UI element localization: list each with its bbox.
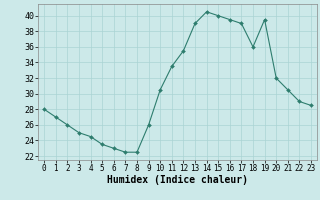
X-axis label: Humidex (Indice chaleur): Humidex (Indice chaleur) [107,175,248,185]
